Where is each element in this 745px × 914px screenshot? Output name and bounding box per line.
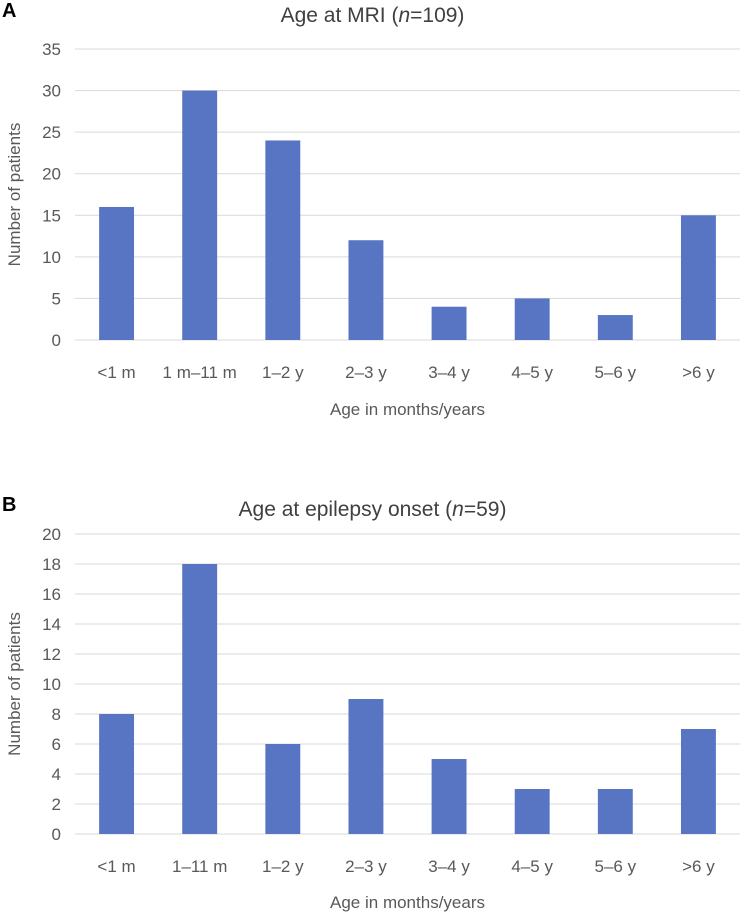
bar bbox=[348, 699, 384, 834]
y-tick-label: 8 bbox=[52, 705, 61, 724]
x-tick-label: 1–11 m bbox=[172, 857, 227, 876]
bar bbox=[99, 206, 135, 340]
y-tick-label: 10 bbox=[42, 248, 61, 267]
y-tick-label: 20 bbox=[42, 165, 61, 184]
x-tick-label: 4–5 y bbox=[511, 857, 553, 876]
bar bbox=[514, 789, 550, 834]
chart-title-suffix: =59) bbox=[463, 498, 507, 521]
panel-label: A bbox=[2, 0, 17, 22]
x-axis-label: Age in months/years bbox=[330, 400, 485, 419]
bar bbox=[680, 729, 716, 834]
bar bbox=[182, 90, 218, 340]
bar-chart-b: 0 2 4 6 8 10 12 14 16 18 20 <1 m 1–11 m 1–2 y 2–3 y 3–4… bbox=[5, 525, 740, 912]
bar bbox=[514, 298, 550, 340]
chart-title-suffix: =109) bbox=[410, 4, 465, 27]
panel-label: B bbox=[2, 494, 17, 516]
chart-title-prefix: Age at epilepsy onset ( bbox=[238, 498, 453, 521]
bar-chart-a: 0 5 10 15 20 25 30 35 <1 m 1 m–11 m 1–2 y 2–3 y 3–4 … bbox=[5, 40, 740, 419]
bar bbox=[431, 306, 467, 340]
bar bbox=[348, 240, 384, 340]
y-tick-label: 2 bbox=[52, 795, 61, 814]
x-tick-label: 2–3 y bbox=[345, 857, 387, 876]
chart-title: Age at MRI (n=109) bbox=[0, 4, 745, 28]
x-tick-label: 5–6 y bbox=[595, 363, 637, 382]
x-tick-label: 1–2 y bbox=[262, 857, 304, 876]
bar bbox=[265, 140, 301, 340]
y-tick-label: 14 bbox=[42, 615, 61, 634]
y-tick-label: 0 bbox=[52, 825, 61, 844]
y-tick-label: 6 bbox=[52, 735, 61, 754]
y-tick-label: 30 bbox=[42, 82, 61, 101]
bar bbox=[265, 744, 301, 834]
y-tick-label: 12 bbox=[42, 645, 61, 664]
bar bbox=[597, 315, 633, 340]
y-tick-label: 15 bbox=[42, 206, 61, 225]
x-tick-label: 3–4 y bbox=[428, 857, 470, 876]
bar bbox=[182, 564, 218, 834]
x-axis-label: Age in months/years bbox=[330, 893, 485, 912]
chart-panel-a: A Age at MRI (n=109) 0 5 10 15 20 25 30 35 <1 m 1… bbox=[0, 0, 745, 440]
x-tick-label: 2–3 y bbox=[345, 363, 387, 382]
y-tick-label: 5 bbox=[52, 289, 61, 308]
x-tick-label: >6 y bbox=[682, 363, 715, 382]
y-axis-label: Number of patients bbox=[5, 123, 24, 267]
y-tick-label: 35 bbox=[42, 40, 61, 59]
chart-title: Age at epilepsy onset (n=59) bbox=[0, 498, 745, 522]
x-tick-label: <1 m bbox=[97, 857, 135, 876]
bar bbox=[680, 215, 716, 340]
bar bbox=[99, 714, 135, 834]
y-tick-label: 20 bbox=[42, 525, 61, 544]
x-tick-label: 5–6 y bbox=[595, 857, 637, 876]
chart-panel-b: B Age at epilepsy onset (n=59) 0 2 4 6 8 10 12… bbox=[0, 494, 745, 914]
y-axis-label: Number of patients bbox=[5, 612, 24, 756]
y-tick-label: 10 bbox=[42, 675, 61, 694]
x-tick-label: 4–5 y bbox=[511, 363, 553, 382]
y-tick-label: 18 bbox=[42, 555, 61, 574]
chart-title-n: n bbox=[452, 498, 464, 521]
bar bbox=[597, 789, 633, 834]
x-tick-label: 1 m–11 m bbox=[163, 363, 237, 382]
y-tick-label: 4 bbox=[52, 765, 61, 784]
chart-title-n: n bbox=[398, 4, 411, 27]
x-tick-label: >6 y bbox=[682, 857, 715, 876]
chart-title-prefix: Age at MRI ( bbox=[280, 4, 399, 27]
x-tick-label: <1 m bbox=[97, 363, 135, 382]
x-tick-label: 3–4 y bbox=[428, 363, 470, 382]
y-tick-label: 25 bbox=[42, 123, 61, 142]
y-tick-label: 0 bbox=[52, 331, 61, 350]
y-tick-label: 16 bbox=[42, 585, 61, 604]
x-tick-label: 1–2 y bbox=[262, 363, 304, 382]
bar bbox=[431, 759, 467, 834]
